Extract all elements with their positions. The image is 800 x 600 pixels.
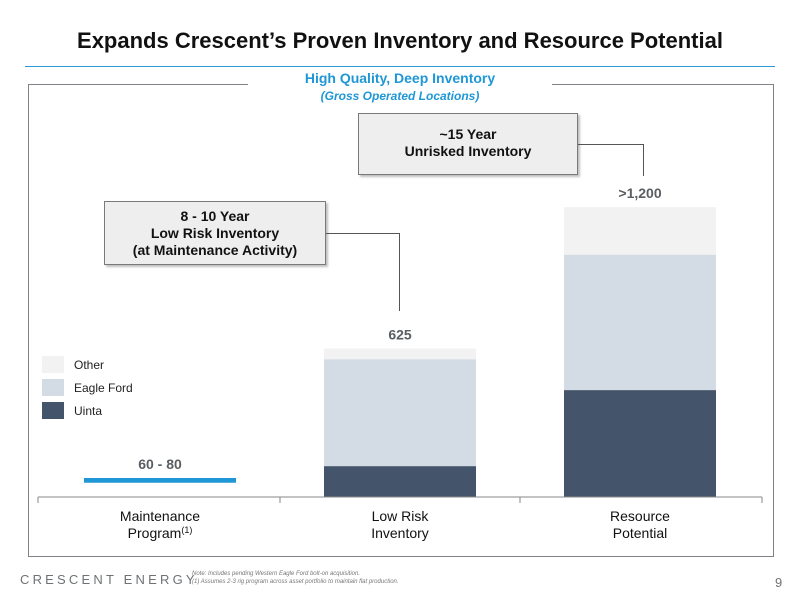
low-risk-callout-line-1: 8 - 10 Year <box>180 208 250 224</box>
unrisked-callout-line-2: Unrisked Inventory <box>404 143 532 159</box>
bar-other-3 <box>564 207 716 255</box>
bar-eagle-ford-3 <box>564 254 716 391</box>
unrisked-callout-line-1: ~15 Year <box>439 126 497 142</box>
page-number: 9 <box>775 575 783 590</box>
data-label-3: >1,200 <box>618 185 661 201</box>
legend-label-other: Other <box>74 358 105 372</box>
category-label-1-line-1: Maintenance <box>120 508 200 524</box>
bar-other-2 <box>324 348 476 360</box>
low-risk-leader-horizontal <box>326 233 400 234</box>
chart-frame <box>28 84 774 557</box>
panel-subtitle: (Gross Operated Locations) <box>320 89 480 103</box>
legend-swatch-eagle-ford <box>42 379 64 396</box>
unrisked-leader-horizontal <box>578 144 644 145</box>
bar-uinta-2 <box>324 466 476 497</box>
legend-swatch-other <box>42 356 64 373</box>
legend-swatch-uinta <box>42 402 64 419</box>
slide-title: Expands Crescent’s Proven Inventory and … <box>77 28 723 53</box>
category-label-3-line-2: Potential <box>613 525 667 541</box>
bar-eagle-ford-2 <box>324 359 476 467</box>
company-logo-text: CRESCENT ENERGY <box>20 572 198 587</box>
footnotes: Note: Includes pending Western Eagle For… <box>192 570 399 586</box>
frame-top-left-edge <box>28 84 248 85</box>
panel-title: High Quality, Deep Inventory <box>304 70 496 86</box>
unrisked-callout: ~15 Year Unrisked Inventory <box>358 113 578 175</box>
bar-uinta-3 <box>564 390 716 497</box>
footnote-line-1: Note: Includes pending Western Eagle For… <box>192 571 360 577</box>
low-risk-callout: 8 - 10 Year Low Risk Inventory (at Maint… <box>104 201 326 265</box>
category-superscript-1: (1) <box>181 525 192 535</box>
low-risk-callout-line-2: Low Risk Inventory <box>150 225 280 241</box>
category-label-2-line-2: Inventory <box>371 525 429 541</box>
unrisked-leader-vertical <box>643 144 644 176</box>
category-label-2-line-1: Low Risk <box>372 508 430 524</box>
legend-label-uinta: Uinta <box>74 404 103 418</box>
data-label-1: 60 - 80 <box>138 456 182 472</box>
category-label-3-line-1: Resource <box>610 508 670 524</box>
low-risk-leader-vertical <box>399 233 400 311</box>
legend-label-eagle-ford: Eagle Ford <box>74 381 133 395</box>
footnote-line-2: (1) Assumes 2-3 rig program across asset… <box>192 579 399 585</box>
category-label-1-line-2: Program(1) <box>128 525 193 541</box>
low-risk-callout-line-3: (at Maintenance Activity) <box>132 242 298 258</box>
bar-maintenance-program <box>84 477 236 483</box>
frame-top-right-edge <box>552 84 773 85</box>
title-divider <box>25 66 775 67</box>
data-label-2: 625 <box>388 327 412 343</box>
